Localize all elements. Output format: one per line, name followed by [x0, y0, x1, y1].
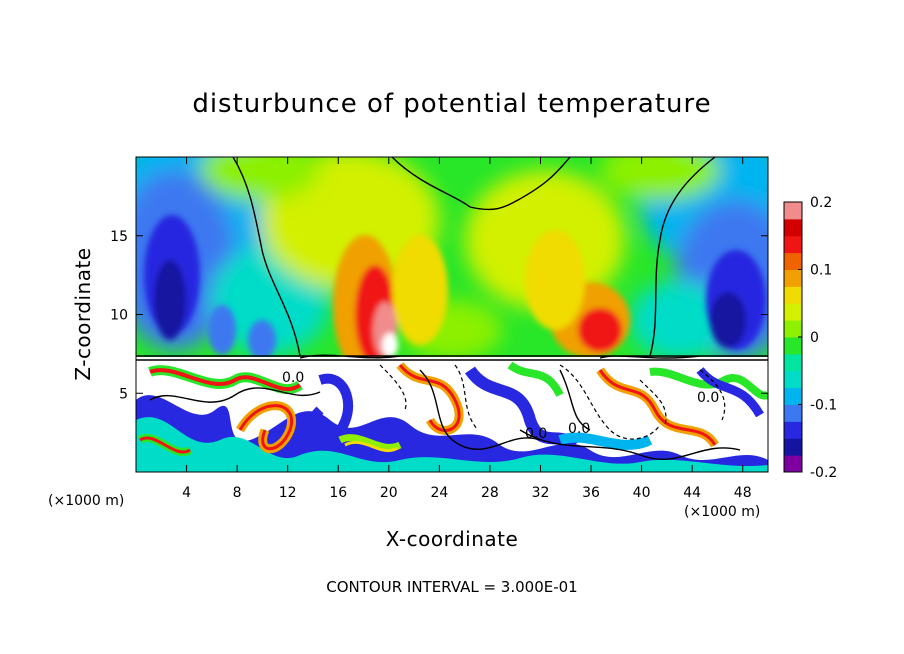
colorbar-segment: [784, 252, 802, 270]
colorbar-tick-label: 0.2: [810, 195, 832, 211]
lower-contour-3: [519, 429, 741, 460]
lower-contour-2: [419, 369, 541, 450]
colorbar-segment: [784, 303, 802, 321]
x-axis-label: X-coordinate: [386, 527, 519, 551]
colorbar-segment: [784, 269, 802, 287]
x-tick-label: 40: [633, 485, 651, 501]
colorbar-segment: [784, 438, 802, 456]
upper-layer-detail: [144, 215, 766, 375]
x-tick-label: 44: [683, 485, 701, 501]
zero-contour-right: [649, 157, 716, 357]
lower-layer-field: [136, 357, 768, 472]
colorbar-segment: [784, 421, 802, 439]
colorbar-tick-label: -0.2: [810, 465, 837, 481]
colorbar-tick-label: 0: [810, 330, 819, 346]
x-axis: 4 8 12 16 20 24 28 32 36 40 44 48: [182, 157, 752, 501]
contour-label: 0.0: [282, 370, 304, 386]
x-tick-label: 20: [380, 485, 398, 501]
x-tick-label: 16: [329, 485, 347, 501]
colorbar-segment: [784, 286, 802, 304]
y-tick-label: 5: [119, 386, 128, 402]
y-tick-label: 15: [110, 229, 128, 245]
zero-contour-top: [391, 157, 571, 211]
colorbar-segment: [784, 455, 802, 473]
x-unit-right: (×1000 m): [684, 504, 760, 520]
colorbar-segment: [784, 218, 802, 237]
contour-label: 0.0: [697, 390, 719, 406]
contour-value-labels: 0.0 0.0 0.0 0.0: [282, 370, 719, 442]
x-tick-label: 24: [430, 485, 448, 501]
x-tick-label: 28: [481, 485, 499, 501]
contour-lines: [136, 157, 768, 460]
plot-area: 0.0 0.0 0.0 0.0: [136, 157, 768, 472]
x-tick-label: 12: [279, 485, 297, 501]
colorbar-segment: [784, 337, 802, 355]
lower-contour-4: [559, 369, 591, 431]
colorbar-segment: [784, 353, 802, 372]
colorbar-segment: [784, 235, 802, 254]
lower-contour-1: [149, 387, 321, 403]
x-tick-label: 48: [734, 485, 752, 501]
colorbar: 0.2 0.1 0 -0.1 -0.2: [783, 195, 837, 481]
contour-label: 0.0: [568, 421, 590, 437]
interface-contours: [136, 354, 768, 361]
x-tick-label: 32: [532, 485, 550, 501]
colorbar-tick-label: -0.1: [810, 398, 837, 414]
x-tick-label: 8: [233, 485, 242, 501]
chart-title: disturbunce of potential temperature: [192, 89, 711, 119]
colorbar-segment: [784, 202, 802, 220]
x-tick-label: 36: [582, 485, 600, 501]
zero-contour-left: [232, 157, 301, 357]
colorbar-tick-label: 0.1: [810, 263, 832, 279]
y-axis: 5 10 15: [110, 229, 768, 402]
colorbar-segment: [784, 370, 802, 389]
colorbar-segment: [784, 404, 802, 422]
contour-label: 0.0: [525, 426, 547, 442]
dashed-contours: [379, 364, 726, 440]
contour-interval-note: CONTOUR INTERVAL = 3.000E-01: [326, 578, 577, 596]
y-tick-label: 10: [110, 308, 128, 324]
x-unit-left: (×1000 m): [48, 493, 124, 509]
colorbar-segment: [784, 387, 802, 405]
y-axis-label: Z-coordinate: [71, 247, 95, 380]
colorbar-segment: [784, 320, 802, 338]
x-tick-label: 4: [182, 485, 191, 501]
